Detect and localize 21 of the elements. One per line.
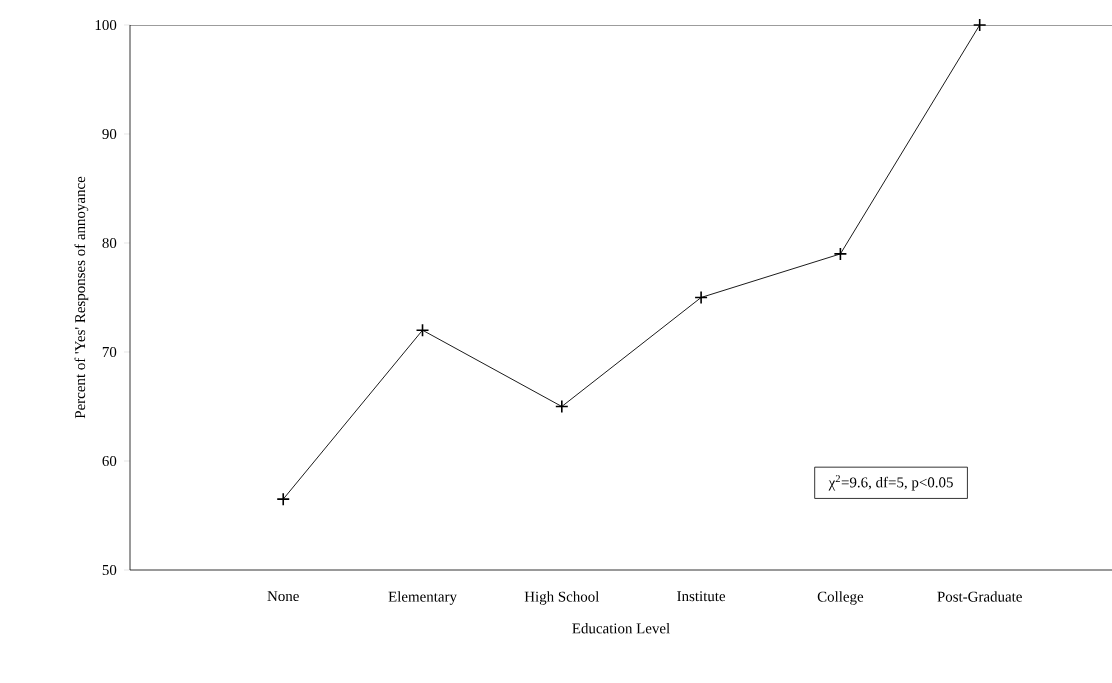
- y-axis-title: Percent of 'Yes' Responses of annoyance: [74, 176, 89, 419]
- point: [415, 323, 430, 337]
- y-tick-label: 60: [102, 455, 117, 467]
- x-tick-label: Elementary: [388, 591, 457, 605]
- annotation: χ$^{2}$=9.6, df=5, p<0.05: [828, 475, 953, 491]
- point: [276, 492, 291, 506]
- point: [555, 399, 569, 414]
- point: [694, 290, 708, 305]
- x-tick-label: Institute: [677, 591, 726, 602]
- x-tick-label: Post-Graduate: [937, 591, 1022, 602]
- y-tick-label: 90: [102, 128, 117, 140]
- y-tick-label: 80: [102, 237, 117, 249]
- x-tick-label: College: [817, 591, 864, 605]
- point: [972, 18, 987, 32]
- x-tick-label: None: [267, 591, 299, 602]
- x-tick-label: High School: [524, 591, 600, 605]
- y-tick-label: 70: [102, 346, 117, 358]
- y-tick-label: 100: [95, 19, 117, 31]
- point: [833, 247, 848, 261]
- x-axis-title: Education Level: [572, 622, 670, 634]
- y-tick-label: 50: [102, 564, 117, 576]
